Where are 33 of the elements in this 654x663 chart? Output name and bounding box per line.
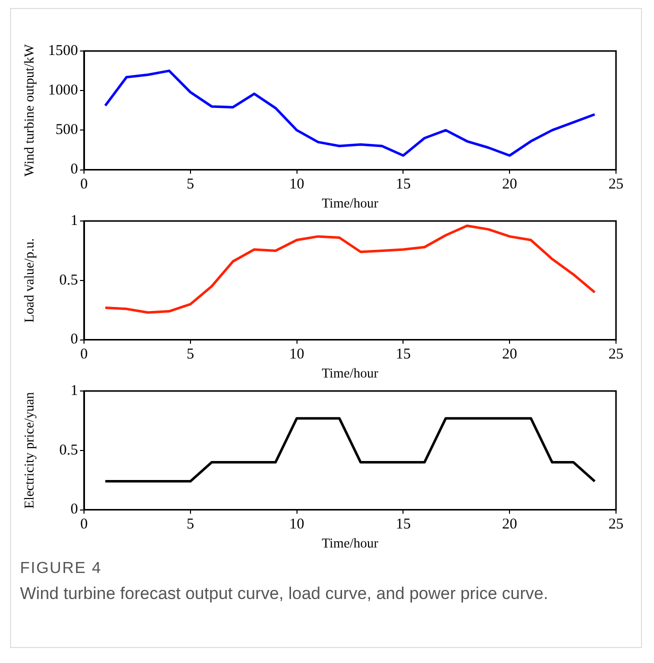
x-tick-label: 20 — [502, 516, 518, 533]
x-tick-label: 5 — [186, 176, 194, 193]
x-tick-label: 15 — [396, 516, 411, 533]
y-tick-label: 0 — [70, 162, 78, 178]
text: Wind turbine forecast output curve, load curve, and power price curve. — [20, 583, 550, 605]
x-tick-label: 25 — [608, 516, 624, 533]
y-tick-label: 0 — [70, 502, 78, 518]
x-axis-title: Time/hour — [322, 535, 379, 550]
x-axis-title: Time/hour — [322, 365, 379, 380]
x-tick-label: 15 — [396, 346, 411, 363]
y-tick-label: 0.5 — [59, 442, 78, 458]
x-tick-label: 25 — [608, 176, 624, 193]
x-tick-label: 10 — [289, 516, 304, 533]
y-axis-title: Electricity price/yuan — [22, 392, 37, 509]
y-tick-label: 1500 — [48, 42, 78, 59]
x-tick-label: 5 — [186, 346, 194, 363]
x-tick-label: 15 — [396, 176, 411, 193]
x-tick-label: 5 — [186, 516, 194, 533]
y-tick-label: 0 — [70, 332, 78, 348]
y-axis-title: Wind turbine output/kW — [22, 44, 37, 176]
y-tick-label: 1 — [70, 382, 78, 399]
x-tick-label: 20 — [502, 346, 518, 363]
y-tick-label: 1 — [70, 212, 78, 229]
y-tick-label: 1000 — [48, 82, 78, 99]
y-axis-title: Load value/p.u. — [22, 238, 37, 323]
caption: FIGURE 4 — [20, 560, 103, 578]
y-tick-label: 0.5 — [59, 272, 78, 288]
x-tick-label: 20 — [502, 176, 518, 193]
x-tick-label: 10 — [289, 176, 304, 193]
y-tick-label: 500 — [56, 122, 78, 138]
x-tick-label: 25 — [608, 346, 624, 363]
x-tick-label: 10 — [289, 346, 304, 363]
x-axis-title: Time/hour — [322, 195, 379, 210]
